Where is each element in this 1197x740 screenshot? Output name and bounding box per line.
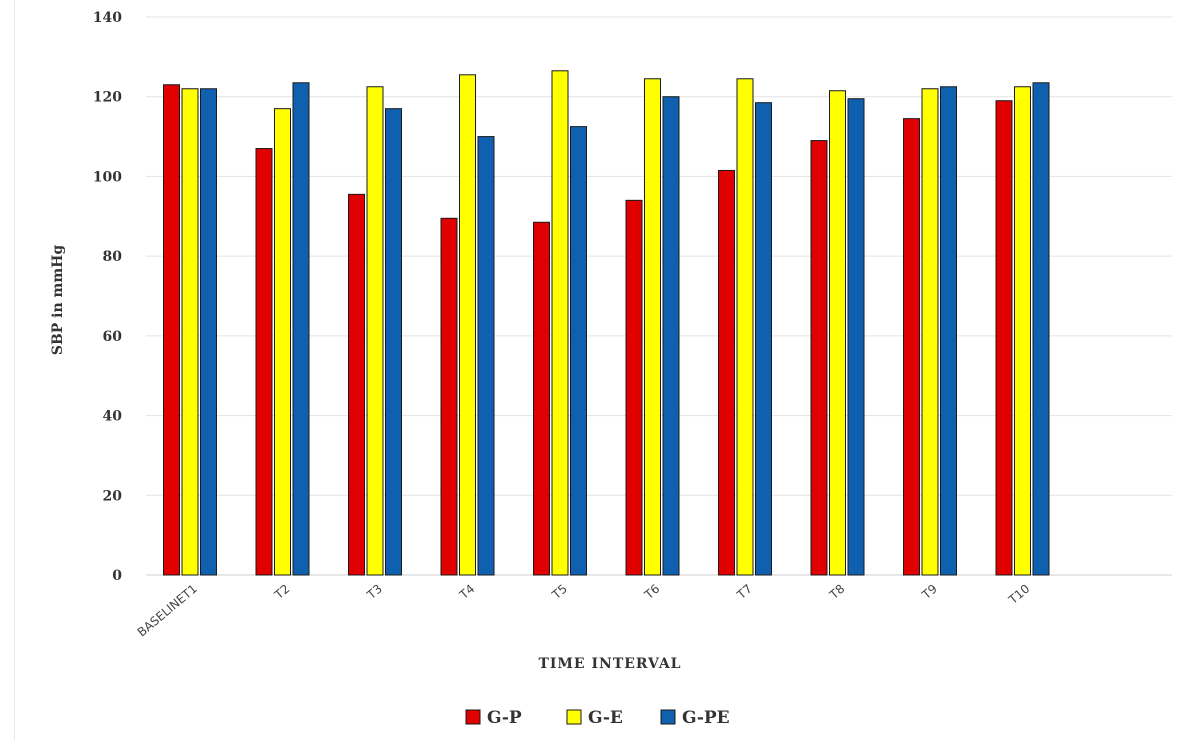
bar-g-p-t7 [718, 169, 735, 576]
x-axis-title: TIME INTERVAL [538, 656, 681, 672]
bar-g-p-t4 [440, 217, 458, 576]
bar-g-e-baselinet1 [181, 88, 199, 576]
y-tick-label: 60 [103, 329, 123, 345]
bar-g-pe-t4 [477, 136, 495, 576]
legend-swatch-g-p [465, 709, 481, 725]
bar-g-e-t8 [829, 90, 846, 576]
x-tick-label: T10 [1005, 582, 1032, 608]
bar-g-pe-baselinet1 [200, 88, 217, 576]
bar-g-p-t8 [810, 140, 828, 576]
bar-g-e-t6 [644, 78, 661, 576]
bar-g-p-t10 [995, 100, 1013, 576]
bar-g-e-t7 [736, 78, 754, 576]
bar-g-p-t9 [903, 118, 920, 576]
legend-label-g-p: G-P [487, 708, 522, 728]
bar-g-pe-t10 [1032, 82, 1050, 576]
y-tick-label: 100 [93, 169, 122, 185]
y-axis-title: SBP in mmHg [50, 245, 66, 356]
legend-swatch-g-e [566, 709, 582, 725]
bar-g-p-t6 [625, 199, 643, 576]
bar-g-e-t3 [366, 86, 384, 576]
bar-g-pe-t5 [570, 126, 587, 576]
bar-g-pe-t6 [662, 96, 680, 576]
legend-label-g-pe: G-PE [682, 708, 730, 728]
x-axis-ticks: BASELINET1 T2 T3 T4 T5 T6 T7 T8 T9 T10 [135, 582, 1033, 640]
x-tick-label: T5 [549, 582, 570, 603]
y-tick-label: 140 [93, 10, 122, 26]
bar-g-e-t5 [551, 70, 569, 576]
bar-g-p-t5 [533, 221, 550, 576]
y-tick-label: 0 [112, 568, 122, 584]
bar-g-p-t3 [348, 193, 365, 576]
x-tick-label: T7 [734, 582, 755, 603]
frame-border [14, 0, 15, 740]
x-tick-label: T8 [826, 582, 847, 603]
legend-swatch-g-pe [660, 709, 676, 725]
bar-g-pe-t7 [755, 102, 772, 576]
bar-g-e-t10 [1014, 86, 1031, 576]
bars [163, 70, 1050, 576]
x-tick-label: T6 [641, 582, 662, 603]
bar-g-pe-t3 [385, 108, 402, 576]
legend: G-P G-E G-PE [465, 708, 730, 728]
y-tick-label: 80 [103, 249, 123, 265]
x-tick-label: T4 [456, 582, 477, 603]
bar-g-e-t9 [921, 88, 939, 576]
x-tick-label: T9 [919, 582, 940, 603]
bar-g-pe-t9 [940, 86, 957, 576]
bar-g-p-baselinet1 [163, 84, 180, 576]
bar-g-p-t2 [255, 148, 273, 576]
y-tick-label: 20 [103, 488, 123, 504]
bar-g-e-t2 [274, 108, 291, 576]
legend-label-g-e: G-E [588, 708, 623, 728]
y-tick-label: 120 [93, 90, 122, 106]
y-tick-label: 40 [103, 409, 123, 425]
bar-g-pe-t8 [847, 98, 865, 576]
bar-g-e-t4 [459, 74, 476, 576]
x-tick-label: BASELINET1 [135, 582, 200, 640]
x-tick-label: T3 [364, 582, 385, 603]
x-tick-label: T2 [271, 582, 292, 603]
bar-g-pe-t2 [292, 82, 310, 576]
y-axis-ticks: 0 20 40 60 80 100 120 140 [93, 10, 122, 584]
